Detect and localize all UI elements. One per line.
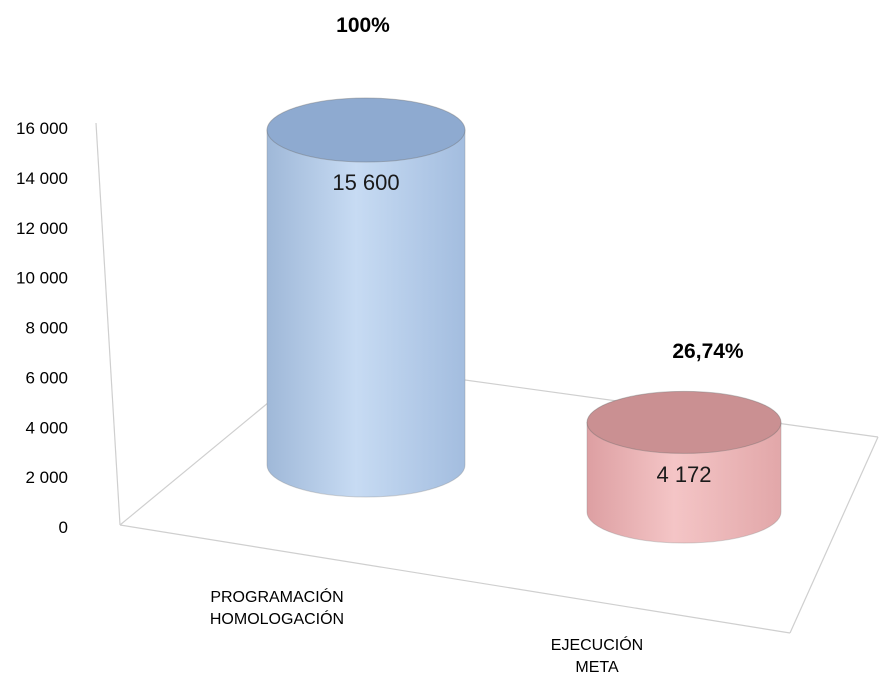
x-category-label: META [575, 659, 619, 676]
y-tick-label: 8 000 [25, 319, 68, 338]
x-category-label: EJECUCIÓN [551, 635, 643, 654]
y-tick-label: 2 000 [25, 468, 68, 487]
data-label-value: 15 600 [332, 170, 399, 195]
cylinder-body [266, 129, 466, 498]
bars: 15 600 100% 4 172 26,74% [266, 14, 782, 544]
category-labels: PROGRAMACIÓN HOMOLOGACIÓN EJECUCIÓN META [210, 587, 643, 676]
y-tick-label: 0 [59, 518, 68, 537]
y-axis-line [95, 122, 121, 526]
bar-programacion: 15 600 100% [266, 14, 466, 498]
y-tick-label: 4 000 [25, 418, 68, 437]
cylinder-top [586, 390, 782, 454]
cylinder-top [266, 97, 466, 163]
bar-ejecucion: 4 172 26,74% [586, 340, 782, 544]
x-category-label: HOMOLOGACIÓN [210, 609, 344, 628]
cylinder-body [586, 421, 782, 544]
y-axis-ticks: 0 2 000 4 000 6 000 8 000 10 000 12 000 14 000 1… [16, 119, 68, 537]
data-label-value: 4 172 [656, 462, 711, 487]
chart-frame [95, 122, 879, 634]
y-tick-label: 6 000 [25, 368, 68, 387]
y-tick-label: 12 000 [16, 219, 68, 238]
floor-front-edge [119, 524, 791, 634]
y-tick-label: 14 000 [16, 169, 68, 188]
data-label-percent: 100% [336, 14, 390, 37]
y-tick-label: 10 000 [16, 269, 68, 288]
y-tick-label: 16 000 [16, 119, 68, 138]
x-category-label: PROGRAMACIÓN [210, 587, 343, 606]
data-label-percent: 26,74% [672, 340, 744, 363]
floor-right-edge [789, 436, 879, 634]
